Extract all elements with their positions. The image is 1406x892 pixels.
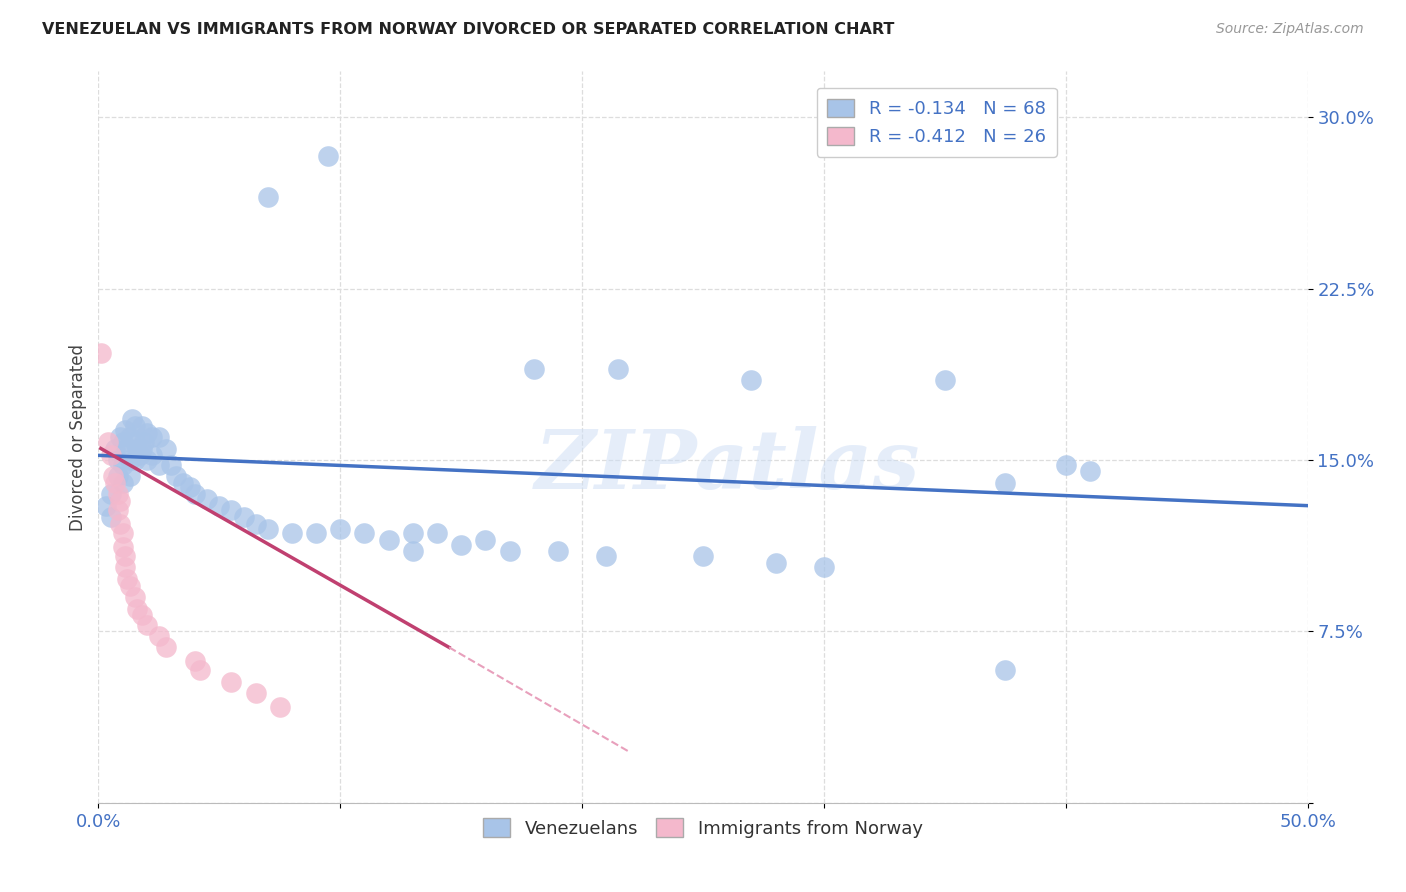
Point (135, 617, 157, 632)
Point (124, 434, 146, 449)
Point (117, 572, 139, 586)
Point (107, 503, 129, 517)
Point (426, 526, 449, 541)
Point (111, 434, 134, 449)
Point (1054, 458, 1077, 472)
Point (1078, 464, 1101, 478)
Point (245, 516, 267, 531)
Point (124, 453, 146, 467)
Text: Source: ZipAtlas.com: Source: ZipAtlas.com (1216, 22, 1364, 37)
Point (128, 449, 150, 463)
Point (108, 430, 131, 444)
Point (124, 418, 146, 433)
Point (141, 430, 163, 444)
Point (100, 510, 122, 524)
Point (100, 487, 122, 501)
Point (135, 453, 157, 467)
Point (118, 430, 141, 444)
Point (994, 475, 1017, 490)
Point (117, 442, 139, 456)
Point (114, 549, 136, 563)
Legend: Venezuelans, Immigrants from Norway: Venezuelans, Immigrants from Norway (477, 811, 929, 845)
Point (316, 149, 339, 163)
Point (118, 469, 141, 483)
Point (124, 590, 146, 604)
Point (402, 526, 425, 541)
Point (131, 608, 153, 623)
Point (353, 526, 375, 541)
Point (256, 190, 278, 204)
Point (269, 699, 291, 714)
Point (121, 412, 143, 426)
Point (100, 449, 122, 463)
Point (232, 510, 254, 524)
Point (131, 418, 153, 433)
Point (108, 516, 131, 531)
Point (377, 533, 399, 547)
Point (305, 526, 328, 541)
Point (184, 487, 207, 501)
Point (160, 458, 183, 472)
Point (107, 453, 129, 467)
Point (148, 629, 170, 643)
Point (155, 640, 177, 655)
Point (114, 423, 136, 437)
Point (97, 434, 120, 449)
Point (523, 361, 546, 376)
Point (188, 663, 211, 677)
Point (607, 361, 630, 376)
Point (111, 458, 134, 472)
Point (498, 544, 520, 558)
Point (245, 686, 267, 700)
Point (94, 499, 117, 513)
Point (148, 430, 170, 444)
Point (118, 579, 141, 593)
Point (127, 601, 149, 615)
Text: ZIPatlas: ZIPatlas (534, 426, 920, 507)
Point (165, 469, 187, 483)
Point (111, 526, 134, 541)
Point (111, 540, 134, 554)
Point (108, 494, 131, 508)
Point (281, 526, 304, 541)
Point (208, 499, 231, 513)
Point (221, 674, 243, 689)
Point (765, 556, 787, 570)
Point (107, 469, 129, 483)
Point (595, 549, 617, 563)
Point (179, 480, 201, 494)
Point (692, 549, 714, 563)
Point (131, 442, 153, 456)
Point (172, 475, 194, 490)
Point (474, 533, 496, 547)
Point (101, 469, 124, 483)
Point (195, 491, 218, 506)
Point (256, 521, 278, 535)
Point (90, 345, 112, 359)
Point (104, 442, 127, 456)
Point (148, 458, 170, 472)
Point (329, 521, 352, 535)
Text: VENEZUELAN VS IMMIGRANTS FROM NORWAY DIVORCED OR SEPARATED CORRELATION CHART: VENEZUELAN VS IMMIGRANTS FROM NORWAY DIV… (42, 22, 894, 37)
Point (111, 475, 134, 490)
Point (740, 373, 762, 387)
Point (141, 449, 163, 463)
Point (547, 544, 569, 558)
Point (127, 442, 149, 456)
Point (118, 453, 141, 467)
Point (934, 373, 956, 387)
Point (402, 544, 425, 558)
Point (114, 560, 136, 574)
Point (221, 503, 243, 517)
Point (994, 663, 1017, 677)
Point (135, 425, 157, 440)
Point (107, 487, 129, 501)
Point (450, 537, 472, 551)
Point (104, 475, 127, 490)
Point (184, 654, 207, 668)
Y-axis label: Divorced or Separated: Divorced or Separated (69, 343, 87, 531)
Point (155, 442, 177, 456)
Point (134, 434, 156, 449)
Point (813, 560, 835, 574)
